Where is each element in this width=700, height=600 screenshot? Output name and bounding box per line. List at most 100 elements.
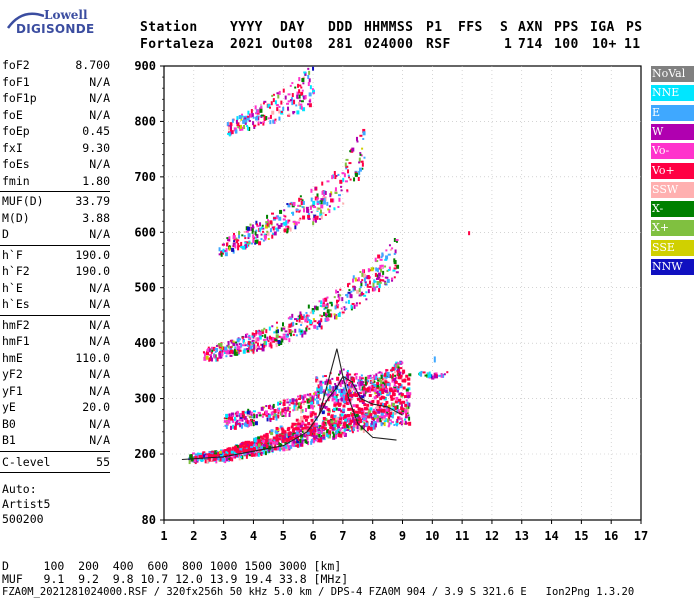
echo-point xyxy=(406,411,409,414)
echo-point xyxy=(309,411,313,415)
echo-point xyxy=(366,275,369,280)
echo-point xyxy=(198,452,202,455)
echo-point xyxy=(353,410,357,414)
echo-point xyxy=(443,373,446,376)
echo-point xyxy=(373,380,376,383)
echo-point xyxy=(248,334,251,337)
echo-point xyxy=(234,129,237,134)
echo-point xyxy=(280,443,283,446)
echo-point xyxy=(391,278,394,281)
echo-point xyxy=(262,443,266,447)
echo-point xyxy=(350,412,353,417)
echo-point xyxy=(321,425,325,429)
echo-point xyxy=(235,449,239,453)
echo-point xyxy=(393,267,397,270)
echo-point xyxy=(278,216,282,221)
echo-point xyxy=(231,457,234,462)
echo-point xyxy=(360,160,364,163)
echo-point xyxy=(282,88,285,93)
echo-point xyxy=(246,333,249,336)
echo-point xyxy=(246,124,249,127)
echo-point xyxy=(298,402,301,407)
echo-point xyxy=(229,122,233,127)
echo-point xyxy=(376,285,379,288)
x-tick-label: 8 xyxy=(369,529,376,543)
echo-point xyxy=(295,431,299,435)
param-value: 55 xyxy=(96,454,110,469)
echo-point xyxy=(360,390,363,393)
echo-point xyxy=(204,459,207,464)
echo-point xyxy=(324,422,327,427)
echo-point xyxy=(257,443,261,447)
echo-point xyxy=(287,406,290,411)
param-name: foF2 xyxy=(2,58,30,72)
echo-point xyxy=(299,424,303,428)
param-row-fxI: fxI 9.30 xyxy=(2,141,110,157)
param-value: N/A xyxy=(89,317,110,332)
y-tick-label: 300 xyxy=(134,392,156,406)
echo-point xyxy=(297,395,300,398)
echo-point xyxy=(218,450,222,454)
echo-point xyxy=(363,273,367,278)
echo-point xyxy=(252,234,255,239)
echo-point xyxy=(323,389,326,392)
header-label-5: P1 xyxy=(426,20,443,35)
echo-point xyxy=(332,396,336,401)
param-row-foF1: foF1 N/A xyxy=(2,75,110,91)
echo-point xyxy=(363,294,367,297)
echo-point xyxy=(376,384,380,388)
param-value: 110.0 xyxy=(75,350,110,365)
echo-point xyxy=(363,406,367,410)
echo-point xyxy=(380,422,383,427)
echo-point xyxy=(308,327,311,330)
echo-point xyxy=(328,430,332,435)
echo-point xyxy=(369,426,373,431)
echo-point xyxy=(333,396,337,399)
echo-point xyxy=(298,318,301,323)
echo-point xyxy=(404,403,408,407)
echo-point xyxy=(357,176,360,181)
echo-point xyxy=(311,395,315,400)
echo-point xyxy=(384,276,387,279)
echo-point xyxy=(287,100,291,103)
echo-point xyxy=(224,420,227,423)
echo-point xyxy=(240,343,243,348)
echo-point xyxy=(332,386,335,391)
echo-point xyxy=(250,447,254,451)
echo-point xyxy=(236,410,239,415)
echo-point xyxy=(214,348,217,351)
header-label-2: DAY xyxy=(280,20,305,35)
echo-point xyxy=(238,343,242,346)
echo-point xyxy=(194,456,198,460)
echo-point xyxy=(380,256,383,259)
echo-point xyxy=(259,412,262,417)
echo-point xyxy=(230,130,234,135)
echo-point xyxy=(274,118,277,121)
echo-point xyxy=(289,317,293,320)
echo-point xyxy=(277,411,280,414)
echo-point xyxy=(368,280,371,285)
echo-point xyxy=(408,416,411,421)
echo-point xyxy=(256,342,259,347)
param-row-hF: h`F 190.0 xyxy=(2,248,110,264)
echo-point xyxy=(279,340,283,345)
echo-point xyxy=(362,137,365,140)
echo-point xyxy=(304,71,307,76)
echo-point xyxy=(260,105,263,110)
echo-point xyxy=(233,238,236,241)
echo-point xyxy=(361,293,365,296)
echo-point xyxy=(320,318,323,323)
echo-point xyxy=(284,441,288,444)
echo-point xyxy=(227,344,230,349)
echo-point xyxy=(319,437,323,440)
echo-point xyxy=(352,378,355,383)
echo-point xyxy=(326,201,329,206)
echo-point xyxy=(260,103,263,106)
echo-point xyxy=(307,429,311,433)
echo-point xyxy=(265,414,268,417)
echo-point xyxy=(358,381,361,386)
echo-point xyxy=(341,311,345,314)
echo-point xyxy=(299,436,302,439)
echo-point xyxy=(232,235,236,240)
echo-point xyxy=(333,313,336,316)
